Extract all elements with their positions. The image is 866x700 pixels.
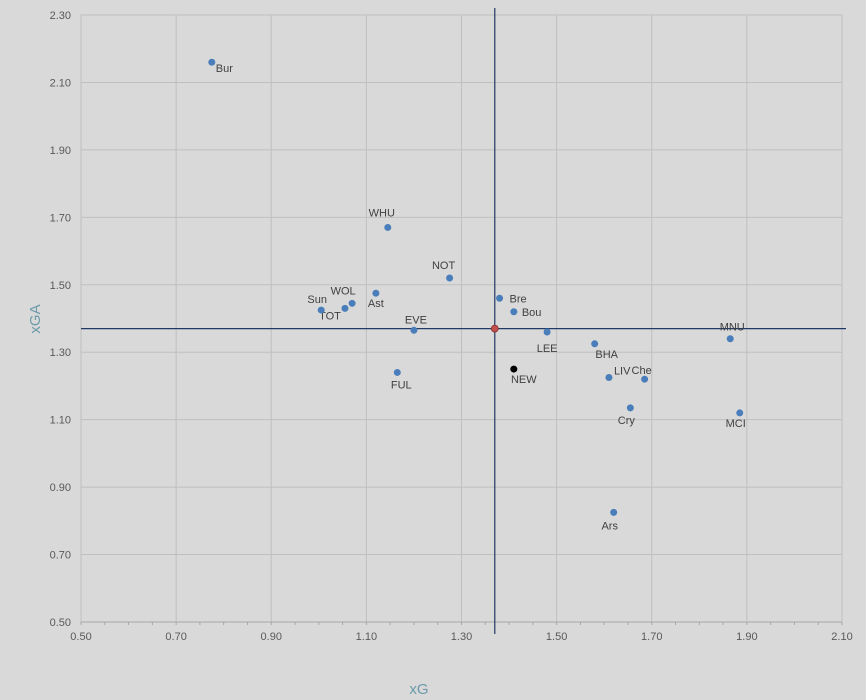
data-point-lee [543, 328, 551, 336]
gridlines [80, 14, 843, 625]
data-point-not [446, 274, 454, 282]
y-tick-label: 1.50 [50, 280, 71, 292]
data-point-mnu [726, 335, 734, 343]
data-point-whu [384, 223, 392, 231]
point-label-ars: Ars [601, 520, 618, 532]
point-label-bur: Bur [216, 63, 233, 75]
point-label-tot: TOT [319, 310, 341, 322]
point-label-lee: LEE [537, 343, 558, 355]
data-point-cry [626, 404, 634, 412]
point-label-bha: BHA [595, 349, 618, 361]
x-axis-title: xG [409, 681, 428, 698]
y-tick-label: 1.10 [50, 415, 71, 427]
data-point-bou [510, 308, 518, 316]
point-label-not: NOT [432, 260, 456, 272]
y-tick-label: 2.30 [50, 10, 71, 22]
data-point-mci [736, 409, 744, 417]
data-point-ful [393, 368, 401, 376]
point-label-new: NEW [511, 374, 537, 386]
data-point-che [641, 375, 649, 383]
x-tick-label: 0.90 [261, 631, 282, 643]
point-label-mci: MCI [726, 418, 746, 430]
point-label-liv: LIV [614, 366, 631, 378]
data-point-tot [341, 304, 349, 312]
y-axis-title: xGA [27, 304, 44, 333]
data-point-wol [348, 299, 356, 307]
y-tick-label: 1.70 [50, 212, 71, 224]
tick-labels: 0.50 0.70 0.90 1.10 1.30 1.50 1.70 1.90 2.10 0.50… [50, 10, 853, 643]
data-points: Bur WHU NOT Ast WOL TOT Sun EVE FUL Bre Bou LEE NEW B… [208, 58, 746, 532]
data-point-bur [208, 58, 216, 66]
point-label-eve: EVE [405, 314, 427, 326]
data-point-sun [317, 306, 325, 314]
point-label-ast: Ast [368, 298, 384, 310]
y-tick-label: 1.90 [50, 145, 71, 157]
point-label-bou: Bou [522, 307, 542, 319]
point-label-sun: Sun [307, 294, 327, 306]
x-tick-label: 1.50 [546, 631, 567, 643]
data-point-eve [410, 326, 418, 334]
y-tick-label: 1.30 [50, 347, 71, 359]
reference-lines [81, 8, 846, 634]
x-tick-label: 1.10 [356, 631, 377, 643]
x-tick-label: 0.70 [165, 631, 186, 643]
y-tick-label: 0.50 [50, 617, 71, 629]
data-point-ast [372, 289, 380, 297]
x-tick-label: 1.90 [736, 631, 757, 643]
x-tick-label: 1.70 [641, 631, 662, 643]
data-point-liv [605, 374, 613, 382]
point-label-mnu: MNU [720, 322, 745, 334]
point-label-bre: Bre [510, 293, 527, 305]
data-point-bha [591, 340, 599, 348]
y-tick-label: 0.90 [50, 482, 71, 494]
y-tick-label: 0.70 [50, 550, 71, 562]
average-point [490, 324, 499, 333]
x-tick-label: 2.10 [831, 631, 852, 643]
point-label-whu: WHU [369, 207, 395, 219]
point-label-ful: FUL [391, 379, 412, 391]
x-tick-label: 1.30 [451, 631, 472, 643]
x-tick-label: 0.50 [70, 631, 91, 643]
point-label-che: Che [632, 365, 652, 377]
data-point-bre [496, 294, 504, 302]
data-point-new [510, 365, 518, 373]
point-label-cry: Cry [618, 415, 636, 427]
point-label-wol: WOL [331, 285, 356, 297]
data-point-ars [610, 508, 618, 516]
y-tick-label: 2.10 [50, 77, 71, 89]
